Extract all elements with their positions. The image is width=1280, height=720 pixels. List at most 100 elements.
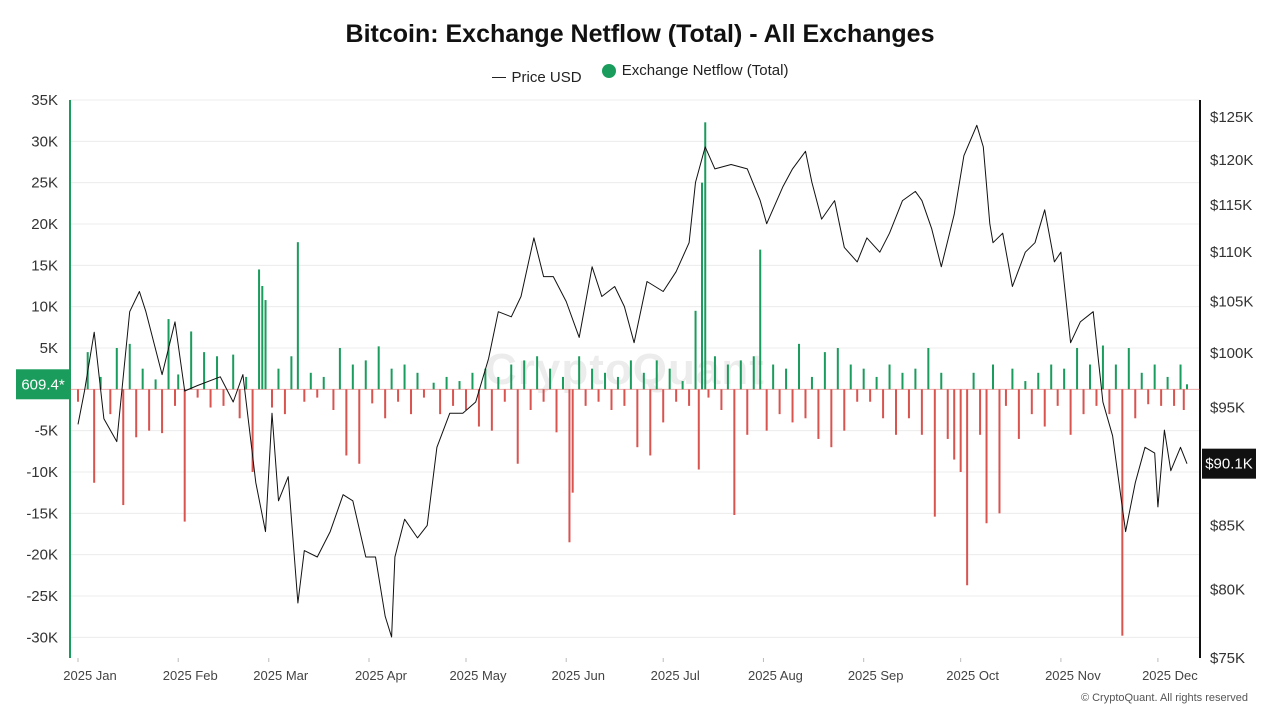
netflow-bar [697,389,700,470]
legend-item-netflow[interactable]: Exchange Netflow (Total) [601,62,789,79]
netflow-bar [1101,345,1104,390]
netflow-bar [591,368,594,390]
netflow-bar [914,368,917,390]
netflow-bar [882,389,885,419]
right-axis-tick-label: $125K [1210,109,1253,126]
netflow-bar [232,354,235,390]
netflow-bar [817,389,820,439]
line-marker-icon [491,76,506,78]
right-axis-tick-label: $80K [1210,582,1245,599]
left-axis-tick-label: -25K [26,588,58,605]
netflow-bar [869,389,872,402]
netflow-bar [856,389,859,402]
netflow-bar [109,389,112,415]
netflow-bar [785,368,788,390]
netflow-bar [384,389,387,419]
netflow-bar [258,269,261,390]
netflow-bar [390,368,393,390]
netflow-bar [920,389,923,435]
netflow-bar [93,389,96,483]
netflow-bar [549,368,552,390]
netflow-bar [623,389,626,406]
legend-item-price[interactable]: Price USD [491,69,582,86]
netflow-bar [1017,389,1020,439]
netflow-bar [439,389,442,415]
netflow-bar [836,348,839,390]
right-value-tag [1202,448,1256,479]
netflow-bar [1082,389,1085,415]
netflow-bar [303,389,306,402]
netflow-bar [332,389,335,410]
netflow-bar [568,389,571,543]
netflow-bar [1179,364,1182,390]
netflow-bar [830,389,833,448]
netflow-bar [1160,389,1163,406]
netflow-bar [688,389,691,406]
netflow-bar [1037,372,1040,390]
netflow-bar [720,389,723,410]
netflow-bar [862,368,865,390]
right-axis-tick-label: $110K [1210,244,1252,261]
netflow-bar [642,372,645,390]
x-axis-tick-label: 2025 Jun [551,668,605,683]
netflow-bar [675,389,678,402]
netflow-bar [270,389,273,408]
x-axis-tick-label: 2025 Oct [946,668,999,683]
netflow-bar [99,376,102,390]
netflow-bar [1030,389,1033,415]
netflow-bar [238,389,241,419]
netflow-bar [283,389,286,415]
netflow-bar [203,352,206,390]
right-axis-tick-label: $100K [1210,345,1253,362]
legend-label-netflow: Exchange Netflow (Total) [621,62,789,79]
x-axis-tick-label: 2025 Mar [253,668,309,683]
netflow-bar [222,389,225,406]
netflow-bar [610,389,613,410]
right-axis-tick-label: $75K [1210,650,1245,667]
netflow-bar [264,300,267,390]
netflow-bar [843,389,846,431]
netflow-bar [471,372,474,390]
netflow-bar [536,356,539,390]
netflow-bar [216,356,219,390]
netflow-bar [1166,376,1169,390]
netflow-bar [403,364,406,390]
netflow-bar [707,389,710,398]
netflow-bar [746,389,749,435]
left-axis-tick-label: -20K [26,547,58,564]
netflow-bar [701,182,704,390]
left-axis-tick-label: -30K [26,629,58,646]
left-axis-tick-label: -15K [26,505,58,522]
netflow-bar [135,389,138,438]
netflow-bar [1050,364,1053,390]
netflow-bar [371,389,374,404]
netflow-bar [1140,372,1143,390]
netflow-bar [529,389,532,410]
left-value-tag [16,369,70,400]
netflow-bar [154,379,157,390]
netflow-bar [77,389,79,402]
netflow-bar [985,389,988,524]
netflow-bar [245,376,248,390]
netflow-bar [209,389,212,408]
netflow-bar [668,368,671,390]
netflow-bar [895,389,898,435]
netflow-bar [516,389,519,464]
x-axis-tick-label: 2025 May [449,668,507,683]
netflow-bar [190,331,193,390]
netflow-bar [490,389,493,431]
netflow-bar [1056,389,1059,406]
right-axis-tick-label: $95K [1210,400,1245,417]
netflow-bar [940,372,943,390]
netflow-bar [1004,389,1007,406]
netflow-bar [422,389,425,398]
left-axis-tick-label: 10K [31,299,58,316]
netflow-bar [364,360,367,390]
netflow-bar [972,372,975,390]
netflow-bar [791,389,794,423]
x-axis-tick-label: 2025 Feb [163,668,218,683]
netflow-bar [759,249,762,390]
netflow-bar [1069,389,1072,435]
netflow-bar [604,372,607,390]
